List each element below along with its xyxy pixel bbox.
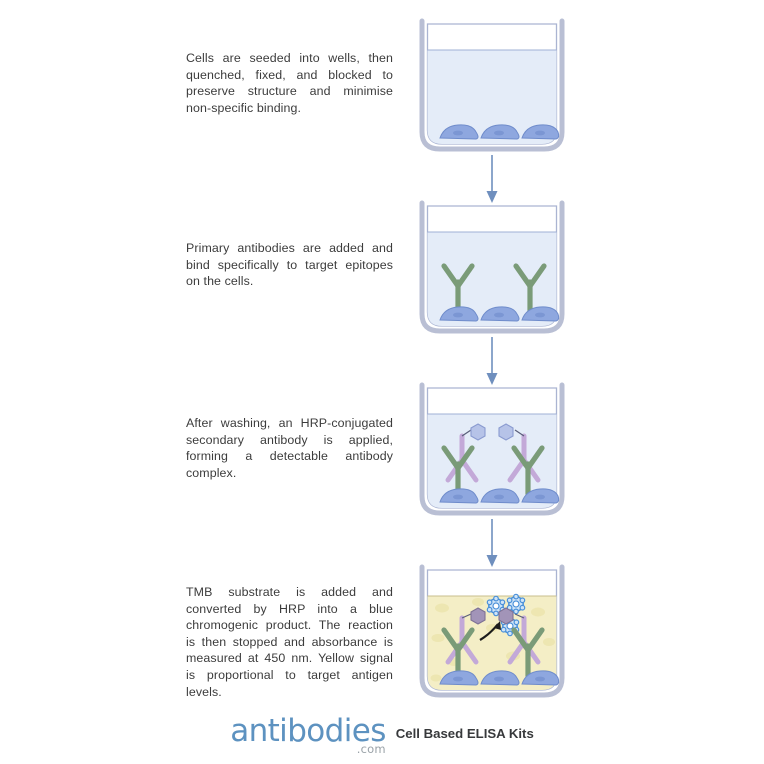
primary-antibody (511, 627, 545, 679)
footer-branding: antibodies .com Cell Based ELISA Kits (0, 714, 764, 764)
cell (480, 124, 520, 140)
step-2-well-holder (418, 200, 566, 334)
chromogenic-product (506, 593, 526, 615)
logo-wordmark: antibodies (230, 713, 386, 749)
enzyme-hrp (498, 423, 514, 441)
cell (521, 306, 560, 322)
enzyme-hrp (470, 423, 486, 441)
cell (439, 306, 479, 322)
step-1-well-holder (418, 18, 566, 152)
primary-antibody (513, 263, 547, 315)
step-1-caption: Cells are seeded into wells, then quench… (186, 51, 393, 115)
connector-1-2 (418, 155, 566, 205)
logo-domain-suffix: .com (356, 742, 386, 756)
primary-antibody (511, 445, 545, 497)
step-3-well-holder (418, 382, 566, 516)
cell (521, 124, 560, 140)
well-plate-4 (418, 564, 566, 698)
chromogenic-product (486, 595, 506, 617)
cell (521, 670, 560, 686)
step-3-caption: After washing, an HRP-conjugated seconda… (186, 416, 393, 480)
cells-group-1 (439, 124, 560, 140)
cell (480, 306, 520, 322)
well-plate-2 (418, 200, 566, 334)
connector-3-4 (418, 519, 566, 569)
antibodies-logo[interactable]: antibodies .com (230, 713, 386, 756)
step-4-well-holder (418, 564, 566, 698)
enzyme-hrp (470, 607, 486, 625)
step-4-caption: TMB substrate is added and converted by … (186, 585, 393, 699)
cell (439, 124, 479, 140)
well-plate-1 (418, 18, 566, 152)
down-arrow-icon (486, 519, 498, 567)
cells-group-4 (439, 670, 560, 686)
cell (480, 488, 520, 504)
down-arrow-icon (486, 155, 498, 203)
well-plate-3 (418, 382, 566, 516)
cell (439, 488, 479, 504)
cell (480, 670, 520, 686)
cells-group-2 (439, 306, 560, 322)
enzyme-hrp (498, 607, 514, 625)
cell (439, 670, 479, 686)
primary-antibodies-group-2 (441, 263, 547, 315)
connector-2-3 (418, 337, 566, 387)
step-2-caption: Primary antibodies are added and bind sp… (186, 241, 393, 289)
reaction-arrow-icon (479, 621, 501, 641)
cell (521, 488, 560, 504)
down-arrow-icon (486, 337, 498, 385)
cells-group-3 (439, 488, 560, 504)
footer-tagline: Cell Based ELISA Kits (395, 726, 534, 741)
